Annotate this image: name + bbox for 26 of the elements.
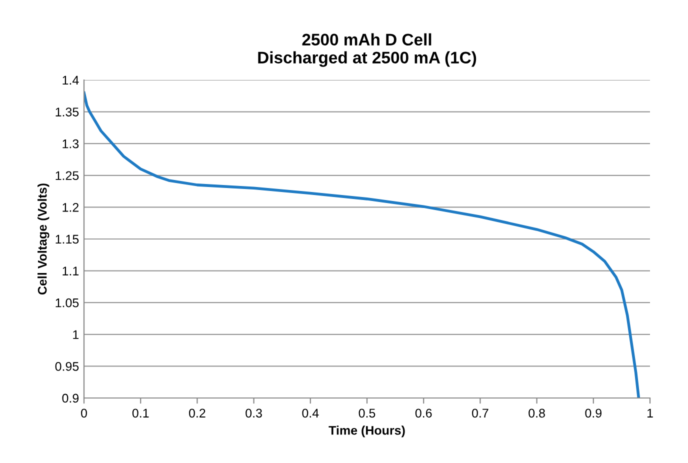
x-tick-label: 0.3 [246,408,262,418]
x-tick-label: 0.9 [585,408,602,418]
y-axis-title: Cell Voltage (Volts) [38,184,50,295]
y-tick-label: 1.3 [62,139,79,148]
y-tick-label: 1.25 [56,171,79,180]
y-tick-label: 1.15 [56,234,79,244]
y-tick-label: 1.35 [56,108,79,116]
x-axis-title: Time (Hours) [328,426,405,438]
y-tick-label: 1.4 [62,76,79,85]
y-tick-label: 0.9 [62,394,79,403]
x-tick-label: 0.1 [132,408,149,418]
chart-title: 2500 mAh D Cell Discharged at 2500 mA (1C) [258,33,476,67]
line-series [84,91,640,398]
x-tick-label: 0.5 [358,408,376,418]
x-tick-label: 0.7 [472,408,488,418]
x-tick-label: 0.2 [189,408,206,418]
y-tick-label: 1.05 [56,298,79,308]
y-tick-label: 1.2 [62,203,79,212]
x-tick-label: 1 [647,408,653,418]
y-tick-label: 1 [73,330,79,339]
x-tick-label: 0.8 [528,408,545,418]
x-tick-label: 0.6 [415,408,432,418]
y-tick-label: 0.95 [55,362,79,371]
x-tick-label: 0.4 [302,408,319,418]
y-tick-label: 1.1 [62,266,79,276]
x-tick-label: 0 [81,408,87,418]
